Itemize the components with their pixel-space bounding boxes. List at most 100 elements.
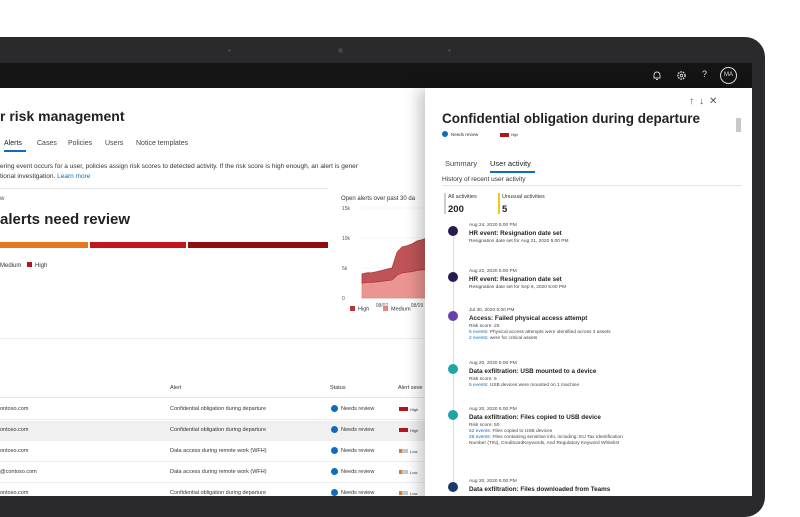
severity-cell: Low	[410, 490, 418, 496]
severity-pip	[506, 133, 509, 137]
severity-pip	[405, 449, 408, 453]
status-dot	[331, 468, 338, 475]
event-title: Data exfiltration: Files copied to USB d…	[469, 414, 601, 421]
severity-pip	[402, 428, 405, 432]
detail-text: Risk score: 50	[469, 423, 500, 428]
timeline-line	[453, 233, 454, 493]
severity-pip	[503, 133, 506, 137]
severity-pip	[405, 407, 408, 411]
alert-cell: Data access during remote work (WFH)	[170, 448, 267, 454]
divider	[0, 188, 328, 189]
status-dot	[442, 131, 448, 137]
sensor	[448, 49, 451, 52]
status-cell: Needs review	[341, 448, 375, 454]
severity-pip	[402, 470, 405, 474]
summary-label: w	[0, 196, 5, 202]
detail-link[interactable]: 28 events:	[469, 435, 492, 440]
main-content: r risk management Alerts Cases Policies User…	[0, 88, 752, 496]
y-tick-label: 5k	[342, 266, 348, 272]
severity-pip	[402, 407, 405, 411]
detail-link[interactable]: 2 events:	[469, 336, 489, 341]
summary-title: alerts need review	[0, 211, 131, 228]
panel-nav[interactable]: ↑↓✕	[689, 96, 723, 107]
table-row[interactable]: ontoso.com Confidential obligation during…	[0, 400, 425, 420]
table-row[interactable]: @contoso.com Data access during remote wo…	[0, 463, 425, 483]
user-cell: @contoso.com	[0, 469, 37, 475]
tab[interactable]: Notice templates	[136, 140, 189, 147]
event-detail: Risk score: 5	[469, 377, 497, 382]
description: tional investigation. Learn more	[0, 173, 90, 180]
tab[interactable]: Cases	[37, 140, 57, 147]
details-panel: ↑↓✕ Confidential obligation during depar…	[425, 88, 752, 496]
legend-label: Medium	[0, 263, 22, 269]
table-header: Alert	[170, 385, 182, 391]
panel-title: Confidential obligation during departure	[442, 111, 700, 126]
event-date: Aug 20, 2020 5:00 PM	[469, 479, 517, 484]
stat-value: 5	[502, 204, 508, 215]
legend-label: Medium	[391, 307, 411, 313]
user-cell: ontoso.com	[0, 490, 29, 496]
event-title: Access: Failed physical access attempt	[469, 315, 588, 322]
table-row[interactable]: ontoso.com Confidential obligation during…	[0, 484, 425, 496]
tab[interactable]: Policies	[68, 140, 93, 147]
description: ering event occurs for a user, policies …	[0, 163, 358, 170]
user-cell: ontoso.com	[0, 427, 29, 433]
detail-text: Files containing sensitive info, includi…	[492, 435, 623, 440]
sensor	[228, 49, 231, 52]
tab[interactable]: Users	[105, 140, 124, 147]
table-row[interactable]: ontoso.com Confidential obligation during…	[0, 421, 425, 441]
severity-bar	[0, 242, 88, 248]
avatar[interactable]: MA	[720, 67, 737, 84]
event-detail: Resignation date set for Sep 6, 2020 5:0…	[469, 285, 566, 290]
timeline-dot	[448, 226, 458, 236]
screen: ? MA r risk management Alerts Cases Policie…	[0, 63, 752, 496]
event-detail: 52 events: Files copied to USB devices	[469, 429, 552, 434]
status-cell: Needs review	[341, 406, 375, 412]
legend-swatch	[383, 306, 388, 311]
tab-underline	[4, 150, 26, 152]
status: Needs review	[451, 132, 479, 137]
help-icon[interactable]: ?	[702, 69, 708, 79]
event-date: Aug 20, 2020 5:00 PM	[469, 361, 517, 366]
divider	[0, 397, 425, 398]
stat-bar	[498, 193, 500, 214]
tab[interactable]: Alerts	[4, 140, 22, 147]
chart-title: Open alerts over past 30 da	[341, 196, 416, 202]
x-tick-label: 08/09	[411, 303, 424, 309]
timeline-dot	[448, 410, 458, 420]
detail-link[interactable]: 6 events:	[469, 330, 489, 335]
table-header: Status	[330, 385, 346, 391]
user-cell: ontoso.com	[0, 406, 29, 412]
detail-link[interactable]: 5 events:	[469, 383, 489, 388]
event-detail: 6 events: Physical access attempts were …	[469, 330, 611, 335]
notifications-icon[interactable]	[652, 70, 662, 81]
event-date: Aug 24, 2020 5:00 PM	[469, 223, 517, 228]
event-title: Data exfiltration: USB mounted to a devi…	[469, 368, 597, 375]
y-tick-label: 10k	[342, 236, 351, 242]
settings-icon[interactable]	[676, 70, 687, 81]
event-date: Aug 22, 2020 5:00 PM	[469, 269, 517, 274]
severity-cell: Low	[410, 448, 418, 454]
event-detail: Risk score: 50	[469, 423, 499, 428]
app-bar: ? MA	[0, 63, 752, 88]
detail-text: Risk score: 25	[469, 324, 500, 329]
severity-pip	[500, 133, 503, 137]
timeline-dot	[448, 482, 458, 492]
detail-text: Number (TIN), CreditcardKeywords, And Re…	[469, 441, 620, 446]
table-header: Alert seve	[398, 385, 423, 391]
scrollbar-thumb[interactable]	[736, 118, 741, 132]
status-cell: Needs review	[341, 490, 375, 496]
event-title: HR event: Resignation date set	[469, 230, 562, 237]
stat-label: All activities	[448, 194, 477, 200]
x-tick-label: 08/02	[376, 303, 389, 309]
alert-cell: Confidential obligation during departure	[170, 406, 267, 412]
status-dot	[331, 489, 338, 496]
event-detail: 5 events: USB devices were mounted on 1 …	[469, 383, 579, 388]
table-row[interactable]: ontoso.com Data access during remote work…	[0, 442, 425, 462]
learn-more-link[interactable]: Learn more	[57, 173, 91, 180]
panel-tab[interactable]: User activity	[490, 159, 531, 168]
panel-tab[interactable]: Summary	[445, 159, 478, 168]
y-tick-label: 15k	[342, 206, 351, 212]
detail-link[interactable]: 52 events:	[469, 429, 492, 434]
severity-pip	[399, 428, 402, 432]
